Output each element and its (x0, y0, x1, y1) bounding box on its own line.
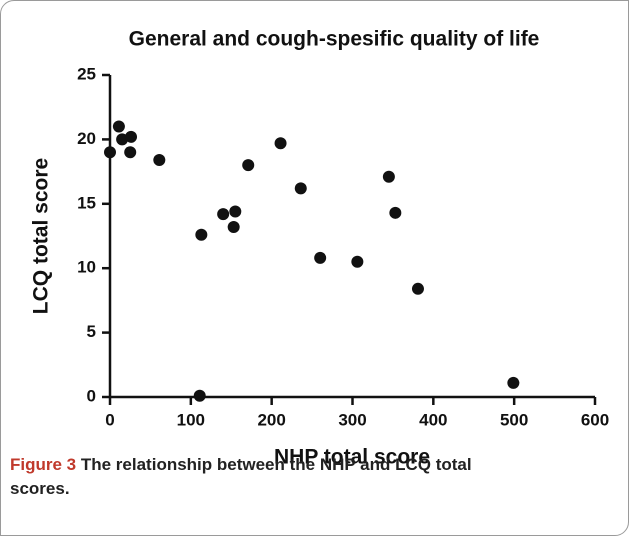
point (227, 220, 240, 233)
y-tick-label: 15 (77, 193, 96, 212)
point (217, 208, 230, 221)
point (104, 146, 116, 159)
point (314, 251, 327, 264)
point (242, 159, 255, 172)
chart-title: General and cough-spesific quality of li… (129, 28, 540, 51)
y-tick-label: 25 (77, 64, 96, 83)
x-tick-label: 0 (105, 410, 114, 429)
point (125, 130, 138, 143)
y-tick-label: 20 (77, 129, 96, 148)
point (229, 205, 242, 218)
point (274, 137, 287, 150)
point (411, 282, 424, 295)
point (124, 146, 137, 159)
y-tick-label: 5 (87, 322, 96, 341)
point (193, 389, 206, 402)
x-tick-label: 600 (581, 410, 609, 429)
point (294, 182, 307, 195)
y-tick-label: 0 (87, 386, 96, 405)
point (507, 376, 520, 389)
x-axis-label: NHP total score (274, 446, 430, 469)
point (153, 154, 166, 167)
point (389, 206, 402, 219)
point (382, 170, 395, 183)
caption-text: The relationship between the NHP and LCQ… (10, 455, 472, 498)
point (351, 255, 364, 268)
x-tick-label: 100 (177, 410, 205, 429)
point (112, 120, 125, 133)
caption: Figure 3 The relationship between the NH… (10, 453, 480, 501)
x-tick-label: 300 (338, 410, 366, 429)
y-axis-label: LCQ total score (30, 158, 53, 314)
point (195, 228, 208, 241)
y-tick-label: 10 (77, 258, 96, 277)
x-tick-label: 500 (500, 410, 528, 429)
x-tick-label: 400 (419, 410, 447, 429)
x-tick-label: 200 (257, 410, 285, 429)
caption-label: Figure 3 (10, 455, 77, 474)
